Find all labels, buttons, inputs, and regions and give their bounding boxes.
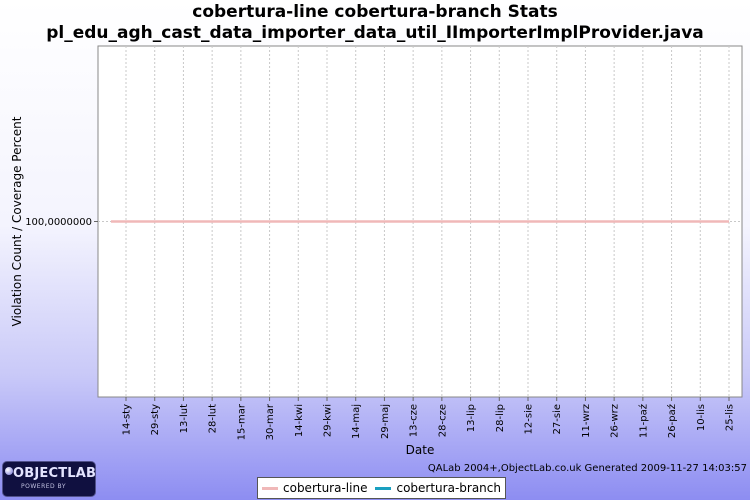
- axes: [94, 221, 730, 401]
- x-tick-label: 29-sty: [150, 404, 161, 435]
- x-tick-label: 13-cze: [409, 404, 420, 437]
- chart-title: cobertura-line cobertura-branch Stats pl…: [0, 2, 750, 44]
- x-tick-label: 12-sie: [524, 404, 535, 434]
- x-tick-label: 28-cze: [437, 404, 448, 437]
- objectlab-logo: OBJECTLAB POWERED BY: [3, 462, 97, 496]
- chart-title-line1: cobertura-line cobertura-branch Stats: [192, 2, 558, 22]
- grid-lines: [98, 46, 742, 397]
- legend-swatch: [262, 486, 278, 490]
- y-tick-label: 100,0000000: [25, 217, 92, 228]
- legend-item-cobertura-line: cobertura-line: [262, 481, 367, 495]
- logo-globe-icon: [5, 467, 13, 475]
- legend-swatch: [375, 486, 392, 490]
- x-tick-label: 25-lis: [725, 404, 736, 431]
- x-axis-title: Date: [406, 443, 435, 457]
- x-tick-label: 29-kwi: [323, 404, 334, 437]
- x-tick-label: 14-sty: [122, 404, 133, 435]
- x-tick-label: 15-mar: [236, 403, 247, 440]
- legend-item-cobertura-branch: cobertura-branch: [375, 481, 501, 495]
- legend: cobertura-line cobertura-branch: [257, 477, 506, 499]
- logo-text: OBJECTLAB: [13, 466, 97, 481]
- x-tick-label: 10-lis: [696, 404, 707, 431]
- x-tick-label: 11-paź: [637, 404, 649, 438]
- x-tick-label: 28-lip: [495, 404, 506, 432]
- x-tick-label: 11-wrz: [581, 404, 592, 438]
- legend-label: cobertura-branch: [396, 481, 501, 495]
- x-tick-label: 26-wrz: [610, 404, 621, 438]
- chart-title-line2: pl_edu_agh_cast_data_importer_data_util_…: [46, 23, 704, 43]
- x-tick-label: 13-lip: [466, 404, 477, 432]
- generated-footer: QALab 2004+,ObjectLab.co.uk Generated 20…: [427, 463, 747, 474]
- legend-label: cobertura-line: [283, 481, 368, 495]
- axis-labels: Date Violation Count / Coverage Percent …: [10, 116, 736, 457]
- x-tick-label: 14-kwi: [294, 404, 305, 437]
- x-tick-label: 30-mar: [265, 403, 276, 440]
- x-tick-label: 26-paź: [666, 404, 678, 438]
- x-tick-label: 29-maj: [380, 404, 391, 439]
- x-tick-label: 28-lut: [208, 404, 219, 433]
- x-tick-label: 13-lut: [179, 404, 190, 433]
- x-tick-label: 14-maj: [351, 404, 362, 439]
- logo-subtext: POWERED BY: [21, 483, 67, 490]
- y-axis-title: Violation Count / Coverage Percent: [10, 116, 24, 326]
- x-tick-label: 27-sie: [552, 404, 563, 434]
